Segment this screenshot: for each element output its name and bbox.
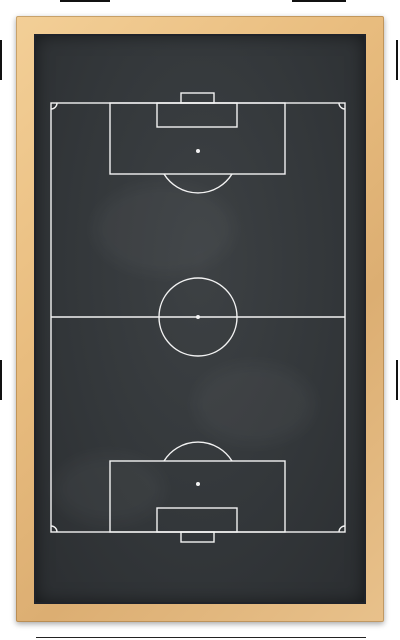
center-circle [158,277,238,357]
top-goal-area [156,102,238,128]
corner-arc-bottom-right [338,525,346,533]
bottom-penalty-spot [196,482,200,486]
edge-mark-top-right [292,0,346,2]
football-pitch [50,92,346,543]
center-spot [196,315,200,319]
corner-arc-top-left [50,102,58,110]
corner-arc-bottom-left [50,525,58,533]
bottom-penalty-area [109,460,286,533]
bottom-penalty-arc [163,441,233,462]
top-penalty-spot [196,149,200,153]
edge-mark-top-left [60,0,110,2]
corner-arc-top-right [338,102,346,110]
edge-mark-right-1 [396,40,398,80]
edge-mark-bottom-left [36,637,366,638]
edge-mark-left-1 [0,40,2,80]
bottom-goal-area [156,507,238,533]
top-penalty-arc [163,173,233,194]
bottom-goal [180,531,215,543]
edge-mark-left-2 [0,360,2,400]
top-penalty-area [109,102,286,175]
chalkboard [34,34,366,604]
edge-mark-right-2 [396,360,398,400]
top-goal [180,92,215,104]
